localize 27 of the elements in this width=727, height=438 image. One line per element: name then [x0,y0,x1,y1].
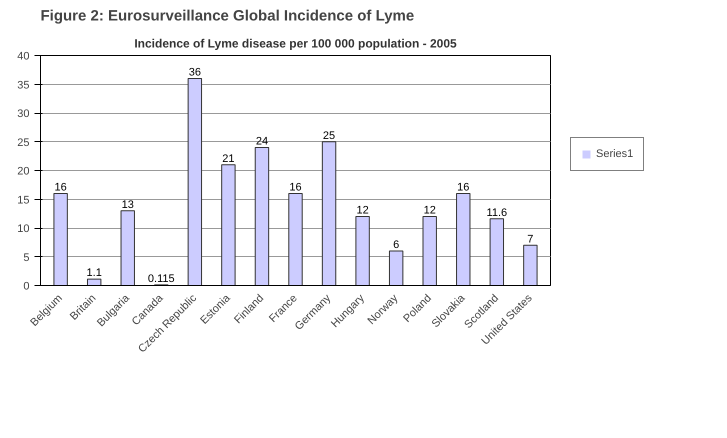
y-tick-label: 30 [17,108,30,120]
data-label: 12 [356,204,369,216]
data-label: 12 [424,204,436,216]
y-tick-label: 40 [17,50,30,62]
data-label: 0.115 [148,272,175,285]
data-label: 16 [289,182,302,194]
y-tick-label: 0 [23,280,30,292]
y-tick-label: 35 [17,79,30,92]
legend-label: Series1 [596,148,634,160]
chart-subtitle: Incidence of Lyme disease per 100 000 population - 2005 [134,36,457,50]
data-label: 21 [222,152,235,165]
y-tick-label: 25 [17,136,30,149]
data-label: 36 [188,66,201,78]
chart-title: Figure 2: Eurosurveillance Global Incidence of Lyme [40,8,414,24]
data-label: 7 [527,233,534,246]
data-label: 13 [122,198,134,211]
y-tick-label: 15 [17,194,30,206]
data-label: 16 [457,182,470,194]
data-label: 24 [256,136,268,148]
data-label: 6 [393,239,400,251]
data-label: 1.1 [86,267,102,280]
data-label: 11.6 [486,206,508,219]
data-label: 25 [322,130,336,142]
y-tick-label: 20 [17,166,30,178]
data-label: 16 [54,182,67,194]
y-tick-label: 10 [17,223,30,235]
y-tick-label: 5 [23,252,30,264]
